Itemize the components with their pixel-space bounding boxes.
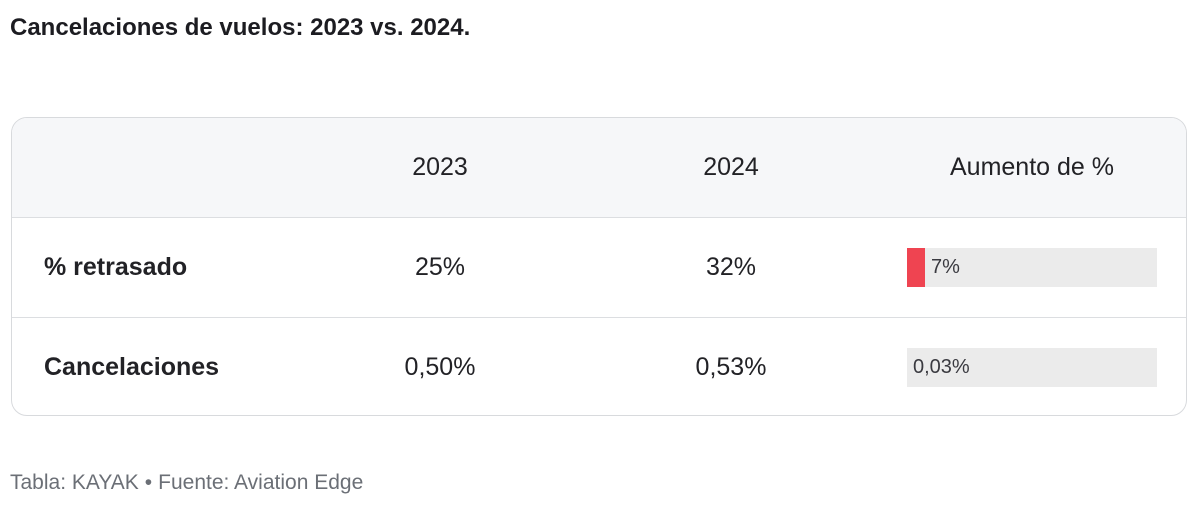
- table-row: % retrasado 25% 32% 7%: [12, 218, 1186, 318]
- data-source: Fuente: Aviation Edge: [158, 471, 364, 494]
- increase-label-cancellations: 0,03%: [913, 356, 970, 378]
- value-2023-delayed: 25%: [414, 253, 466, 281]
- footer-separator: •: [144, 471, 153, 494]
- increase-label-delayed: 7%: [931, 256, 960, 278]
- table-row: Cancelaciones 0,50% 0,53% 0,03%: [12, 318, 1186, 415]
- header-empty-cell: [44, 118, 344, 217]
- source-footer: Tabla: KAYAK • Fuente: Aviation Edge: [10, 471, 363, 495]
- row-label-delayed: % retrasado: [44, 253, 188, 281]
- chart-title: Cancelaciones de vuelos: 2023 vs. 2024.: [10, 14, 471, 41]
- increase-bar-fill-delayed: [907, 248, 925, 287]
- increase-bar-track-delayed: 7%: [907, 248, 1157, 287]
- value-2023-cancellations: 0,50%: [404, 353, 476, 381]
- header-2024: 2024: [703, 153, 759, 181]
- increase-bar-track-cancellations: 0,03%: [907, 348, 1157, 387]
- header-2023: 2023: [412, 153, 468, 181]
- value-2024-delayed: 32%: [705, 253, 757, 281]
- value-2024-cancellations: 0,53%: [695, 353, 767, 381]
- table-credit: Tabla: KAYAK: [10, 471, 139, 494]
- comparison-table: 2023 2024 Aumento de % % retrasado 25% 3…: [11, 117, 1187, 416]
- table-header-row: 2023 2024 Aumento de %: [12, 118, 1186, 218]
- header-increase: Aumento de %: [950, 153, 1114, 181]
- row-label-cancellations: Cancelaciones: [44, 353, 220, 381]
